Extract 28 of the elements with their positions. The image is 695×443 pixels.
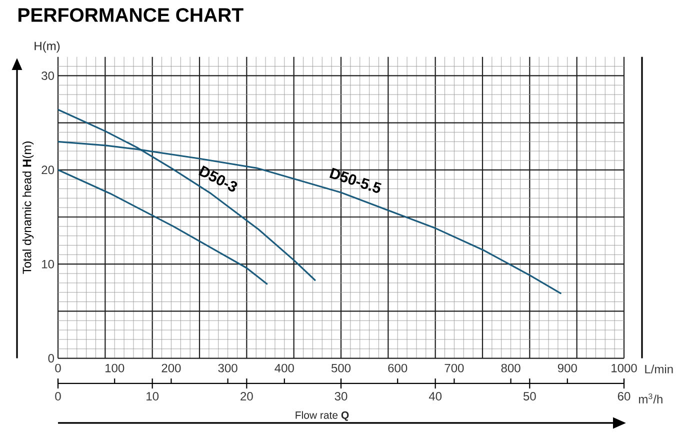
- x-tick-label: 300: [218, 364, 238, 372]
- x-tick-label: 600: [388, 364, 408, 372]
- x2-tick-label: 60: [618, 392, 630, 401]
- text: H(m): [34, 41, 60, 53]
- x-tick-label: 500: [331, 364, 351, 372]
- y-tick-label: 10: [42, 260, 54, 268]
- y-tick-label: 30: [42, 71, 54, 80]
- x2-tick-label: 0: [55, 392, 61, 401]
- x-tick-label: 400: [274, 364, 294, 372]
- x-tick-label: 1000: [612, 364, 637, 372]
- y-tick-label: 0: [48, 354, 54, 363]
- y-axis-title: Total dynamic head H(m): [22, 142, 34, 274]
- x2-tick-label: 30: [334, 392, 348, 401]
- x2-tick-label: 40: [428, 392, 442, 401]
- x-axis-title: L/min: [645, 364, 673, 374]
- y-tick-label: 20: [42, 166, 54, 174]
- x2-tick-label: 20: [240, 392, 253, 401]
- chart-title: PERFORMANCE CHART: [18, 8, 244, 22]
- x-tick-label: 800: [501, 364, 520, 372]
- x-tick-label: 900: [558, 364, 577, 372]
- text: Flow rate Q: [296, 411, 349, 421]
- x2-tick-label: 50: [523, 392, 536, 401]
- x-tick-label: 0: [55, 364, 61, 372]
- x2-tick-label: 10: [146, 392, 159, 401]
- x2-axis-title: m$^{3}$/h: [639, 393, 662, 404]
- x-tick-label: 100: [106, 364, 124, 372]
- x-tick-label: 700: [444, 364, 464, 372]
- x-tick-label: 200: [162, 364, 181, 372]
